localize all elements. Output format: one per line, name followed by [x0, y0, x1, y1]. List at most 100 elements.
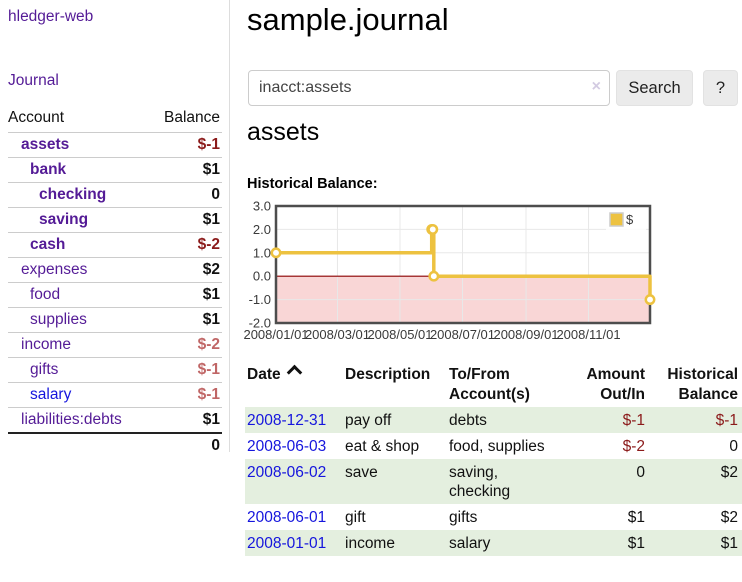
register-row: 2008-01-01 income salary $1 $1: [245, 530, 742, 556]
cell-description: eat & shop: [345, 438, 420, 455]
column-header-amount: Amount Out/In: [586, 366, 645, 403]
cell-balance: $2: [720, 509, 738, 526]
cell-amount: $-2: [622, 438, 645, 455]
historical-balance-chart: $3.0 2.0 1.0 0.0 -1.0 -2.02008/01/012008/03/0…: [244, 199, 656, 342]
accounts-header-balance: Balance: [163, 109, 220, 126]
account-row: salary $-1: [8, 382, 222, 408]
account-row: liabilities:debts $1: [8, 407, 222, 433]
cell-accounts: food, supplies: [449, 438, 545, 455]
transaction-date-link[interactable]: 2008-01-01: [247, 535, 327, 552]
register-header-row: Date Description To/From Account(s) Amou…: [245, 363, 742, 407]
account-heading: assets: [247, 118, 320, 146]
account-link[interactable]: gifts: [30, 361, 59, 378]
account-link[interactable]: saving: [39, 211, 89, 228]
account-balance: $1: [149, 157, 222, 183]
x-tick-label: 2008/07/01: [430, 327, 495, 342]
x-tick-label: 2008/11/01: [556, 327, 620, 342]
cell-date: 2008-12-31: [245, 407, 343, 433]
transaction-date-link[interactable]: 2008-06-01: [247, 509, 327, 526]
account-link[interactable]: salary: [30, 386, 72, 403]
help-button[interactable]: ?: [703, 70, 738, 106]
account-balance: $2: [149, 257, 222, 283]
transaction-date-link[interactable]: 2008-06-03: [247, 438, 327, 455]
plot-border: [274, 204, 652, 325]
y-tick-label: 2.0: [253, 222, 271, 237]
nav-journal-link[interactable]: Journal: [8, 72, 59, 89]
register-table: Date Description To/From Account(s) Amou…: [245, 363, 742, 556]
data-point: [270, 247, 282, 259]
data-point: [427, 223, 439, 235]
x-tick-label: 2008/01/01: [244, 327, 309, 342]
account-link[interactable]: supplies: [30, 311, 87, 328]
cell-amount: $1: [627, 509, 645, 526]
account-row: supplies $1: [8, 307, 222, 333]
cell-date: 2008-06-01: [245, 504, 343, 530]
x-tick-label: 2008/09/01: [493, 327, 558, 342]
account-row: bank $1: [8, 157, 222, 183]
account-link[interactable]: checking: [39, 186, 107, 203]
register-row: 2008-12-31 pay off debts $-1 $-1: [245, 407, 742, 433]
account-link[interactable]: food: [30, 286, 61, 303]
clear-search-icon[interactable]: ×: [591, 78, 601, 95]
accounts-total-row: 0: [8, 432, 222, 458]
cell-balance: $-1: [715, 412, 738, 429]
search-form: ×: [248, 70, 610, 106]
cell-balance: 0: [729, 438, 738, 455]
register-row: 2008-06-01 gift gifts $1 $2: [245, 504, 742, 530]
cell-description: save: [345, 464, 378, 481]
account-balance: $1: [149, 307, 222, 333]
account-balance: $-1: [149, 357, 222, 383]
chart-title: Historical Balance:: [247, 176, 378, 192]
data-point: [428, 270, 440, 282]
cell-date: 2008-01-01: [245, 530, 343, 556]
account-balance: 0: [149, 182, 222, 208]
account-balance: $1: [149, 407, 222, 433]
x-tick-label: 2008/03/01: [305, 327, 370, 342]
y-tick-label: -1.0: [249, 292, 271, 307]
account-balance: $1: [149, 282, 222, 308]
account-balance: $-1: [149, 382, 222, 408]
cell-date: 2008-06-03: [245, 433, 343, 459]
account-link[interactable]: liabilities:debts: [21, 411, 122, 428]
cell-amount: $-1: [622, 412, 645, 429]
account-link[interactable]: expenses: [21, 261, 88, 278]
cell-description: gift: [345, 509, 366, 526]
accounts-total-value: 0: [149, 432, 222, 458]
cell-description: income: [345, 535, 395, 552]
accounts-header-account: Account: [8, 109, 65, 126]
account-row: food $1: [8, 282, 222, 308]
cell-description: pay off: [345, 412, 392, 429]
sort-ascending-icon: [286, 364, 302, 381]
account-link[interactable]: bank: [30, 161, 67, 178]
column-header-description: Description: [345, 366, 431, 383]
sidebar: hledger-web Journal Account Balance asse…: [0, 0, 230, 458]
brand-link[interactable]: hledger-web: [8, 8, 94, 25]
accounts-total-spacer: [8, 432, 150, 458]
account-balance: $-1: [149, 132, 222, 158]
cell-balance: $1: [720, 535, 738, 552]
account-row: cash $-2: [8, 232, 222, 258]
cell-amount: $1: [627, 535, 645, 552]
account-link[interactable]: assets: [21, 136, 70, 153]
account-link[interactable]: cash: [30, 236, 66, 253]
transaction-date-link[interactable]: 2008-06-02: [247, 464, 327, 481]
search-button[interactable]: Search: [616, 70, 693, 106]
account-row: assets $-1: [8, 132, 222, 158]
y-tick-label: -2.0: [249, 316, 271, 331]
page-title: sample.journal: [247, 2, 449, 37]
account-link[interactable]: income: [21, 336, 71, 353]
cell-amount: 0: [636, 464, 645, 481]
transaction-date-link[interactable]: 2008-12-31: [247, 412, 327, 429]
search-input[interactable]: [248, 70, 610, 106]
x-tick-label: 2008/05/01: [367, 327, 432, 342]
account-row: income $-2: [8, 332, 222, 358]
legend-label: $: [626, 212, 634, 227]
legend-swatch: [609, 212, 624, 227]
column-header-date[interactable]: Date: [245, 363, 343, 407]
register-row: 2008-06-03 eat & shop food, supplies $-2 0: [245, 433, 742, 459]
accounts-header-row: Account Balance: [8, 106, 222, 133]
account-row: checking 0: [8, 182, 222, 208]
y-tick-label: 0.0: [253, 269, 271, 284]
account-balance: $-2: [149, 232, 222, 258]
data-point: [644, 294, 656, 306]
